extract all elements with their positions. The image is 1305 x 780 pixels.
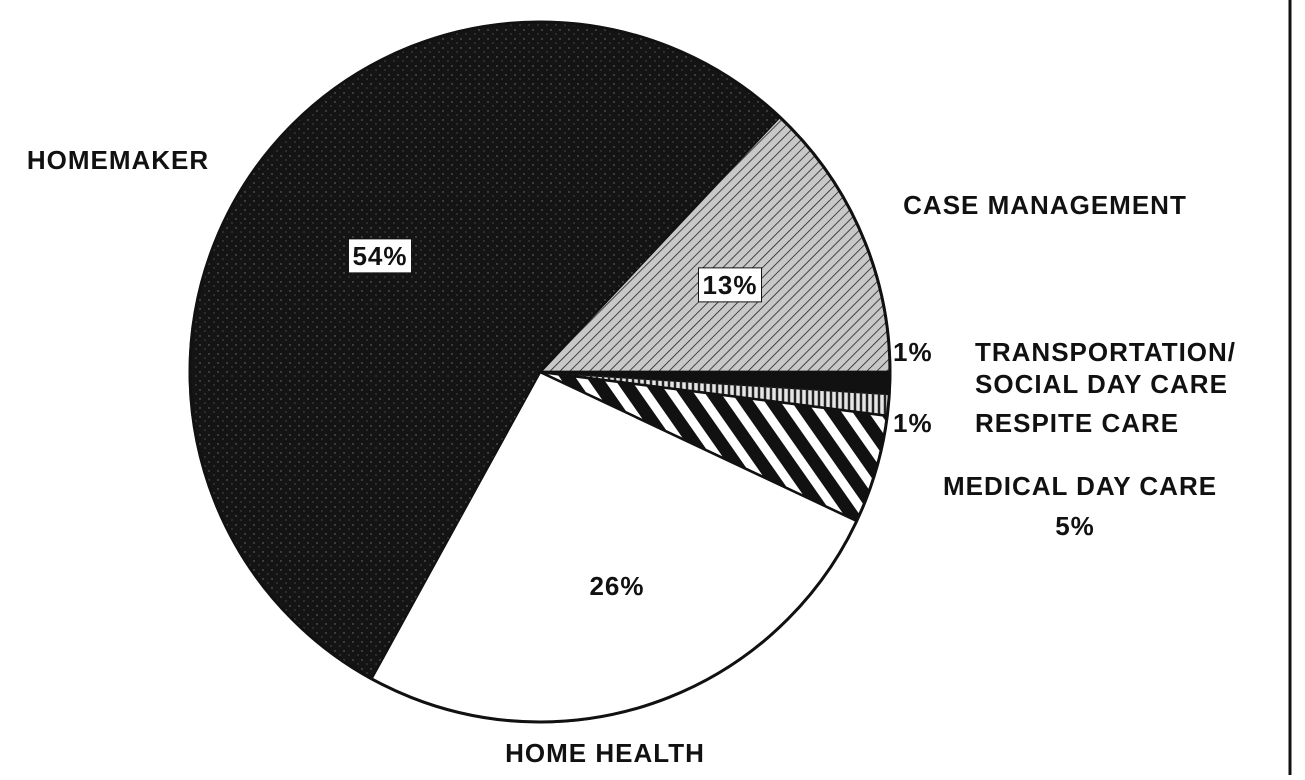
category-label: RESPITE CARE — [975, 408, 1179, 438]
slice-pattern — [540, 116, 890, 372]
category-label-line: TRANSPORTATION/ — [975, 337, 1244, 367]
category-label: HOMEMAKER — [27, 145, 209, 175]
category-label-line: SOCIAL DAY CARE — [975, 369, 1228, 399]
category-label: HOME HEALTH — [505, 738, 705, 768]
slice-pattern — [190, 21, 780, 679]
value-label: 26% — [589, 571, 644, 601]
pie-outline — [188, 20, 892, 724]
value-label: 54% — [352, 241, 407, 271]
value-label: 1% — [893, 337, 933, 367]
value-label-box — [697, 267, 763, 303]
value-label: 5% — [1055, 511, 1095, 541]
value-label-box — [347, 238, 413, 274]
category-label: CASE MANAGEMENT — [903, 190, 1187, 220]
category-label: MEDICAL DAY CARE — [943, 471, 1217, 501]
slice-pattern — [540, 372, 888, 522]
category-label: TRANSPORTATION/ SOCIAL DAY CARE — [975, 337, 1244, 399]
value-label: 1% — [893, 408, 933, 438]
value-label: 13% — [702, 270, 757, 300]
